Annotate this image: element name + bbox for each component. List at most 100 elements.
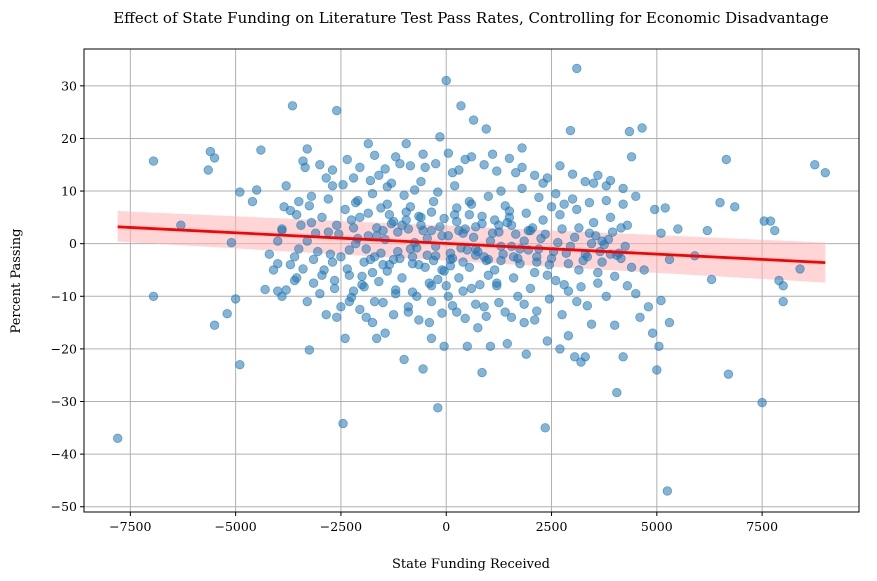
data-point	[624, 126, 635, 137]
data-point	[433, 274, 443, 285]
data-point	[479, 160, 489, 170]
data-point	[441, 75, 451, 86]
data-point	[506, 312, 517, 323]
regression-line-path	[117, 225, 826, 265]
y-tick-label: −40	[51, 447, 77, 462]
data-point	[344, 296, 355, 307]
data-point	[622, 220, 633, 230]
data-point	[386, 218, 397, 229]
data-point	[418, 364, 428, 374]
data-point	[481, 124, 491, 134]
data-point	[393, 227, 403, 237]
data-point	[433, 187, 443, 197]
data-point	[673, 224, 683, 234]
confidence-band	[117, 211, 826, 283]
data-point	[517, 183, 527, 194]
data-point	[268, 265, 279, 275]
data-point	[489, 215, 500, 225]
data-point	[618, 352, 628, 362]
data-point	[306, 191, 317, 202]
data-point	[462, 341, 472, 351]
data-point	[348, 223, 359, 233]
data-point	[336, 252, 346, 262]
x-tick-label: 0	[442, 519, 450, 534]
data-point	[471, 222, 481, 232]
data-point	[563, 258, 574, 269]
data-point	[563, 331, 574, 341]
data-point	[557, 309, 567, 320]
data-point	[519, 299, 529, 309]
data-point	[466, 199, 477, 209]
data-point	[534, 192, 544, 203]
data-point	[605, 175, 616, 186]
data-point	[513, 253, 523, 264]
x-axis-ticks: −7500 −5000 −2500 0 2500 5000 7500	[109, 512, 778, 534]
data-point	[302, 236, 312, 246]
data-point	[567, 169, 578, 179]
data-point	[483, 191, 494, 202]
data-point	[260, 284, 270, 295]
y-tick-label: −10	[51, 289, 77, 304]
data-point	[610, 271, 620, 281]
data-point	[542, 173, 553, 183]
data-point	[551, 275, 561, 286]
data-point	[586, 319, 597, 329]
data-point	[622, 281, 633, 291]
data-point	[399, 354, 409, 365]
data-point	[361, 312, 371, 323]
data-point	[546, 202, 557, 212]
data-point	[315, 288, 325, 299]
data-point	[572, 204, 582, 215]
data-point	[323, 227, 333, 237]
data-point	[795, 264, 805, 274]
data-point	[382, 182, 392, 192]
data-point	[529, 267, 540, 278]
x-tick-label: −5000	[214, 519, 256, 534]
data-point	[388, 309, 399, 320]
data-point	[350, 197, 361, 208]
data-point	[230, 294, 241, 304]
data-point	[416, 176, 426, 187]
data-point	[513, 291, 523, 301]
data-point	[511, 167, 521, 178]
data-point	[430, 158, 441, 169]
data-point	[439, 266, 449, 276]
data-point	[559, 280, 569, 290]
data-point	[489, 265, 500, 275]
data-point	[706, 274, 717, 285]
data-point	[637, 123, 647, 133]
data-point	[529, 170, 540, 180]
data-point	[420, 262, 430, 273]
y-axis-ticks: −50 −40 −30 −20 −10 0 10 20 30	[51, 78, 84, 514]
data-point	[584, 197, 595, 208]
y-tick-label: −20	[51, 341, 77, 356]
data-point	[502, 338, 513, 349]
data-point	[612, 387, 622, 398]
data-point	[350, 238, 361, 249]
data-point	[426, 333, 437, 344]
data-point	[483, 270, 494, 280]
data-point	[226, 237, 237, 248]
data-point	[403, 224, 414, 234]
data-point	[519, 236, 529, 246]
data-point	[359, 282, 369, 292]
data-point	[443, 291, 454, 301]
data-point	[340, 333, 350, 344]
data-point	[418, 149, 428, 159]
data-point	[439, 341, 449, 351]
data-point	[656, 295, 666, 306]
data-point	[344, 245, 355, 255]
data-point	[332, 312, 342, 323]
chart-title: Effect of State Funding on Literature Te…	[113, 9, 829, 27]
data-point	[409, 185, 420, 195]
data-point	[647, 328, 658, 338]
data-point	[321, 173, 331, 183]
data-point	[702, 225, 713, 236]
data-point	[525, 283, 536, 294]
data-point	[281, 181, 291, 191]
data-point	[361, 244, 371, 254]
y-tick-label: −50	[51, 499, 77, 514]
data-point	[112, 433, 123, 444]
data-point	[555, 161, 565, 171]
